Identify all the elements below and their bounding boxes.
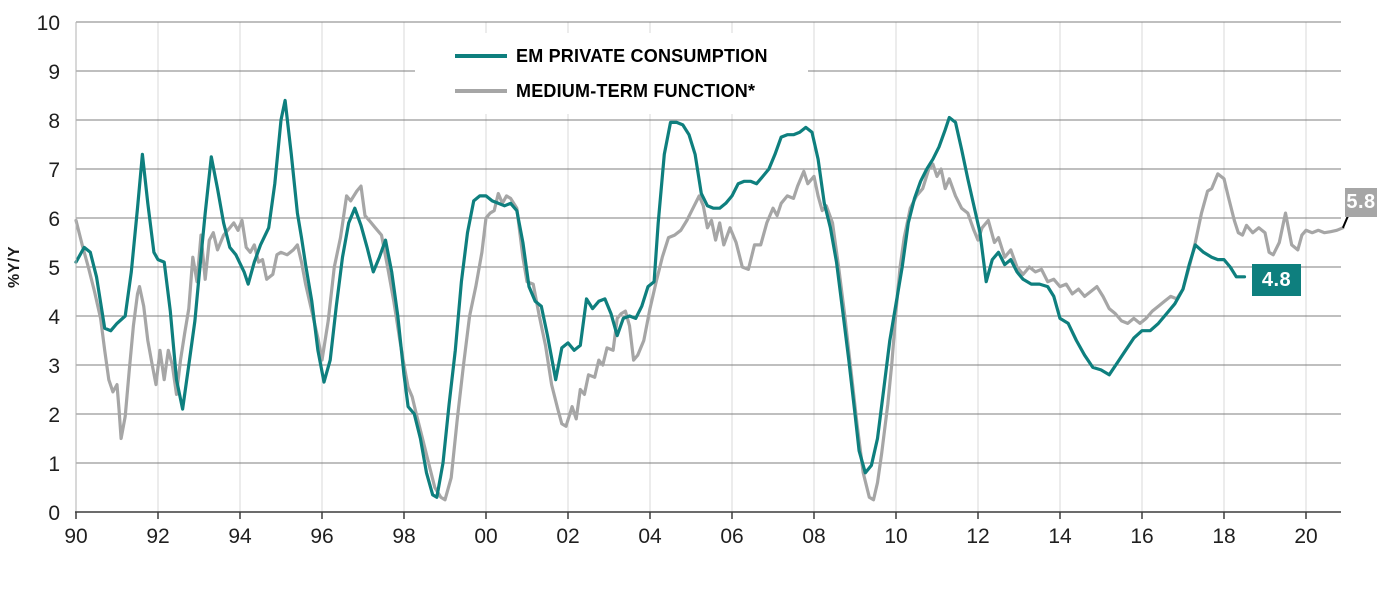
x-axis-tick-label: 08 — [802, 525, 825, 548]
y-axis-tick-label: 1 — [48, 453, 60, 476]
x-axis-tick-label: 16 — [1130, 525, 1153, 548]
x-axis-tick-label: 98 — [392, 525, 415, 548]
x-axis-tick-label: 12 — [966, 525, 989, 548]
x-axis-tick-label: 00 — [474, 525, 497, 548]
y-axis-tick-label: 2 — [48, 404, 60, 427]
y-axis-tick-label: 7 — [48, 159, 60, 182]
y-axis-tick-label: 6 — [48, 208, 60, 231]
x-axis-tick-label: 92 — [146, 525, 169, 548]
x-axis-tick-label: 94 — [228, 525, 252, 548]
y-axis-tick-label: 10 — [37, 12, 60, 35]
legend-label: EM PRIVATE CONSUMPTION — [516, 45, 768, 66]
y-axis-tick-label: 0 — [48, 502, 60, 525]
x-axis-tick-label: 96 — [310, 525, 333, 548]
y-axis-tick-label: 4 — [48, 306, 60, 329]
y-axis-tick-label: 3 — [48, 355, 60, 378]
x-axis-tick-label: 90 — [64, 525, 87, 548]
y-axis-tick-label: 8 — [48, 110, 60, 133]
legend-entry-em-private-consumption: EM PRIVATE CONSUMPTION — [455, 46, 808, 67]
x-axis-tick-label: 06 — [720, 525, 743, 548]
x-axis-tick-label: 18 — [1212, 525, 1235, 548]
x-axis-tick-label: 14 — [1048, 525, 1072, 548]
x-axis-tick-label: 20 — [1294, 525, 1317, 548]
legend-entry-medium-term-function: MEDIUM-TERM FUNCTION* — [455, 81, 808, 102]
y-axis-tick-label: 9 — [48, 61, 60, 84]
y-axis-title: %Y/Y — [6, 245, 23, 289]
legend-label: MEDIUM-TERM FUNCTION* — [516, 80, 756, 101]
x-axis-tick-label: 04 — [638, 525, 662, 548]
gray-line-swatch-icon — [455, 89, 507, 93]
legend: EM PRIVATE CONSUMPTION MEDIUM-TERM FUNCT… — [415, 33, 808, 114]
x-axis-tick-label: 10 — [884, 525, 907, 548]
teal-line-swatch-icon — [455, 54, 507, 58]
x-axis-tick-label: 02 — [556, 525, 579, 548]
end-value-badge-em-private-consumption: 4.8 — [1252, 264, 1301, 296]
end-value-badge-medium-term-function: 5.8 — [1345, 188, 1377, 217]
y-axis-tick-label: 5 — [48, 257, 60, 280]
